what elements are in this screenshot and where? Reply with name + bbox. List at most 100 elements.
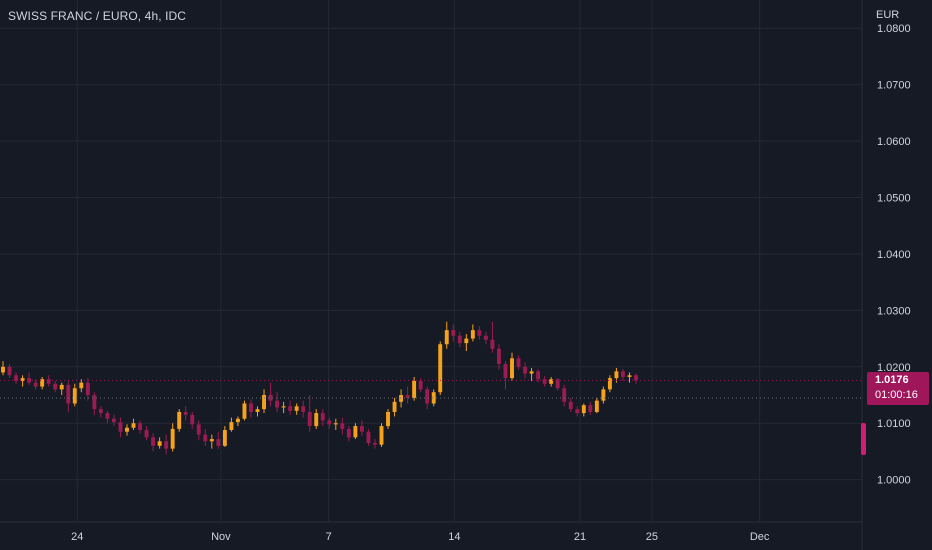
x-tick-label: Nov xyxy=(211,531,231,543)
candle-body xyxy=(614,371,619,379)
price-reference-lines xyxy=(0,379,862,399)
candle-body xyxy=(438,344,443,393)
candle-body xyxy=(510,358,514,379)
candle-body xyxy=(359,426,364,432)
y-tick-label: 1.0600 xyxy=(877,136,911,148)
grid-lines xyxy=(0,0,863,550)
x-tick-label: 21 xyxy=(574,531,586,543)
candle-body xyxy=(164,441,169,449)
candle-body xyxy=(431,392,436,404)
candle-body xyxy=(333,423,338,425)
candle-body xyxy=(307,411,312,427)
last-price-value: 1.0176 xyxy=(875,374,909,386)
candle-body xyxy=(1,366,5,373)
candle-body xyxy=(405,395,410,398)
x-tick-label: 25 xyxy=(646,531,658,543)
time-axis[interactable]: 24 Nov 7 14 21 25 Dec xyxy=(71,531,770,543)
candle-body xyxy=(242,403,247,419)
candle-body xyxy=(627,375,632,377)
x-tick-label: 24 xyxy=(71,531,83,543)
candle-body xyxy=(503,363,508,379)
candle-body xyxy=(399,395,404,402)
candlestick-series xyxy=(1,321,638,455)
candle-body xyxy=(262,395,266,410)
candle-body xyxy=(288,406,293,411)
y-tick-label: 1.0500 xyxy=(877,193,911,205)
candle-body xyxy=(203,434,208,442)
x-tick-label: 14 xyxy=(448,531,460,543)
x-tick-label: 7 xyxy=(326,531,332,543)
candle-body xyxy=(294,406,299,411)
candle-body xyxy=(490,339,495,349)
candle-body xyxy=(346,428,351,438)
candle-body xyxy=(222,430,227,446)
candle-body xyxy=(366,431,371,443)
candle-body xyxy=(549,379,554,384)
candle-body xyxy=(281,406,286,408)
candle-body xyxy=(327,420,332,425)
candle-body xyxy=(470,330,475,339)
candle-body xyxy=(588,405,593,412)
candle-body xyxy=(379,426,384,445)
candle-body xyxy=(14,375,19,381)
candle-body xyxy=(607,378,612,390)
candle-body xyxy=(131,423,136,428)
candle-body xyxy=(464,338,469,344)
candle-body xyxy=(457,335,462,344)
candle-body xyxy=(105,413,110,419)
candle-body xyxy=(235,418,240,423)
candle-body xyxy=(444,330,449,345)
candle-body xyxy=(516,358,521,367)
price-axis[interactable]: 1.0800 1.0700 1.0600 1.0500 1.0400 1.0300 1.02… xyxy=(877,23,911,486)
candle-body xyxy=(320,413,325,421)
candle-body xyxy=(66,384,71,404)
candle-body xyxy=(255,409,260,412)
candle-body xyxy=(275,400,280,408)
candle-body xyxy=(568,401,573,410)
candle-body xyxy=(85,382,90,396)
candle-body xyxy=(138,423,142,431)
candle-body xyxy=(353,426,358,438)
candle-body xyxy=(20,378,25,381)
candle-body xyxy=(209,439,214,442)
y-tick-label: 1.0200 xyxy=(877,362,911,374)
bar-countdown: 01:00:16 xyxy=(875,389,918,401)
candle-body xyxy=(190,414,195,425)
candle-body xyxy=(529,371,534,374)
candle-body xyxy=(523,366,528,374)
x-tick-label: Dec xyxy=(750,531,770,543)
candle-body xyxy=(314,413,319,427)
candle-body xyxy=(562,388,567,402)
last-price-badge: 1.0176 01:00:16 xyxy=(867,372,929,405)
candle-body xyxy=(373,442,377,445)
candle-body xyxy=(536,371,541,380)
candle-body xyxy=(196,424,201,435)
candle-body xyxy=(157,441,162,446)
candle-body xyxy=(72,388,77,404)
candle-body xyxy=(79,382,84,389)
candle-body xyxy=(216,439,221,446)
candle-body xyxy=(581,405,586,414)
candle-body xyxy=(340,423,345,429)
y-tick-label: 1.0100 xyxy=(877,418,911,430)
y-tick-label: 1.0400 xyxy=(877,249,911,261)
candle-body xyxy=(418,380,423,390)
candle-body xyxy=(412,380,417,398)
candle-body xyxy=(53,383,58,390)
candle-body xyxy=(542,379,547,384)
candle-body xyxy=(125,427,129,432)
candle-body xyxy=(249,403,253,412)
candle-body xyxy=(111,418,116,423)
candle-body xyxy=(497,348,501,364)
candle-body xyxy=(98,409,103,414)
y-tick-label: 1.0700 xyxy=(877,80,911,92)
candle-body xyxy=(46,379,51,384)
currency-label: EUR xyxy=(876,9,900,21)
candle-body xyxy=(33,382,38,387)
candle-body xyxy=(27,378,32,383)
candle-body xyxy=(555,379,560,389)
candle-body xyxy=(40,379,45,387)
candle-body xyxy=(601,389,606,401)
